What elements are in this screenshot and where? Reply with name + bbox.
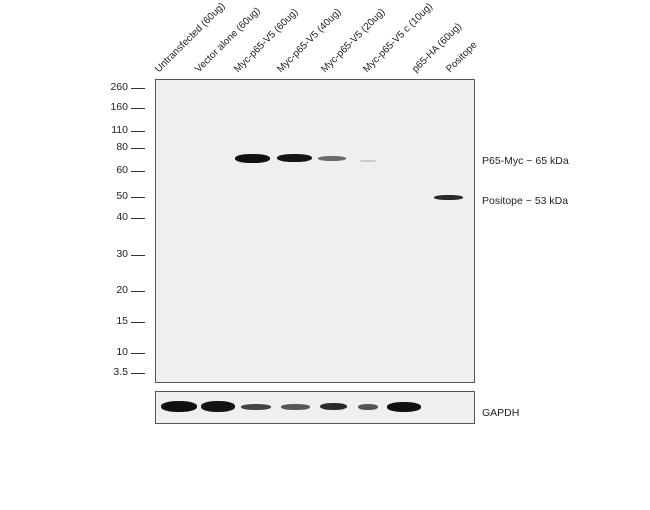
- gapdh-band-lane-2: [201, 401, 235, 412]
- lane-label-positope: Positope: [444, 39, 480, 75]
- mw-tick-50: [131, 197, 145, 198]
- mw-tick-40: [131, 218, 145, 219]
- mw-label-50: 50: [116, 190, 128, 202]
- lane-label-untransfected: Untransfected (60ug): [153, 0, 228, 75]
- mw-tick-10: [131, 353, 145, 354]
- gapdh-band-lane-3: [241, 404, 271, 410]
- p65-myc-band-lane-3: [235, 154, 270, 163]
- mw-label-10: 10: [116, 346, 128, 358]
- mw-label-80: 80: [116, 141, 128, 153]
- mw-tick-80: [131, 148, 145, 149]
- positope-band-lane-8: [434, 195, 463, 200]
- mw-tick-20: [131, 291, 145, 292]
- mw-label-30: 30: [116, 248, 128, 260]
- mw-label-20: 20: [116, 284, 128, 296]
- mw-label-3-5: 3.5: [113, 366, 128, 378]
- gapdh-band-lane-6: [358, 404, 378, 410]
- gapdh-band-lane-4: [281, 404, 310, 410]
- mw-tick-60: [131, 171, 145, 172]
- mw-tick-30: [131, 255, 145, 256]
- gapdh-band-lane-1: [161, 401, 197, 412]
- gapdh-band-lane-5: [320, 403, 347, 410]
- gapdh-annotation: GAPDH: [482, 407, 520, 419]
- mw-tick-160: [131, 108, 145, 109]
- mw-label-40: 40: [116, 211, 128, 223]
- gapdh-band-lane-7: [387, 402, 421, 412]
- positope-annotation: Positope ~ 53 kDa: [482, 195, 569, 207]
- mw-label-110: 110: [111, 124, 128, 136]
- p65-myc-band-lane-4: [277, 154, 312, 162]
- mw-tick-110: [131, 131, 145, 132]
- main-blot-panel: [155, 79, 475, 383]
- mw-label-260: 260: [110, 81, 128, 93]
- mw-label-15: 15: [116, 315, 128, 327]
- mw-label-60: 60: [116, 164, 128, 176]
- gapdh-blot-panel: [155, 391, 475, 424]
- p65-myc-annotation: P65-Myc ~ 65 kDa: [482, 155, 569, 167]
- mw-tick-260: [131, 88, 145, 89]
- mw-tick-3-5: [131, 373, 145, 374]
- p65-myc-band-lane-5: [318, 156, 346, 161]
- mw-label-160: 160: [110, 101, 128, 113]
- mw-tick-15: [131, 322, 145, 323]
- p65-myc-band-lane-6: [359, 160, 377, 162]
